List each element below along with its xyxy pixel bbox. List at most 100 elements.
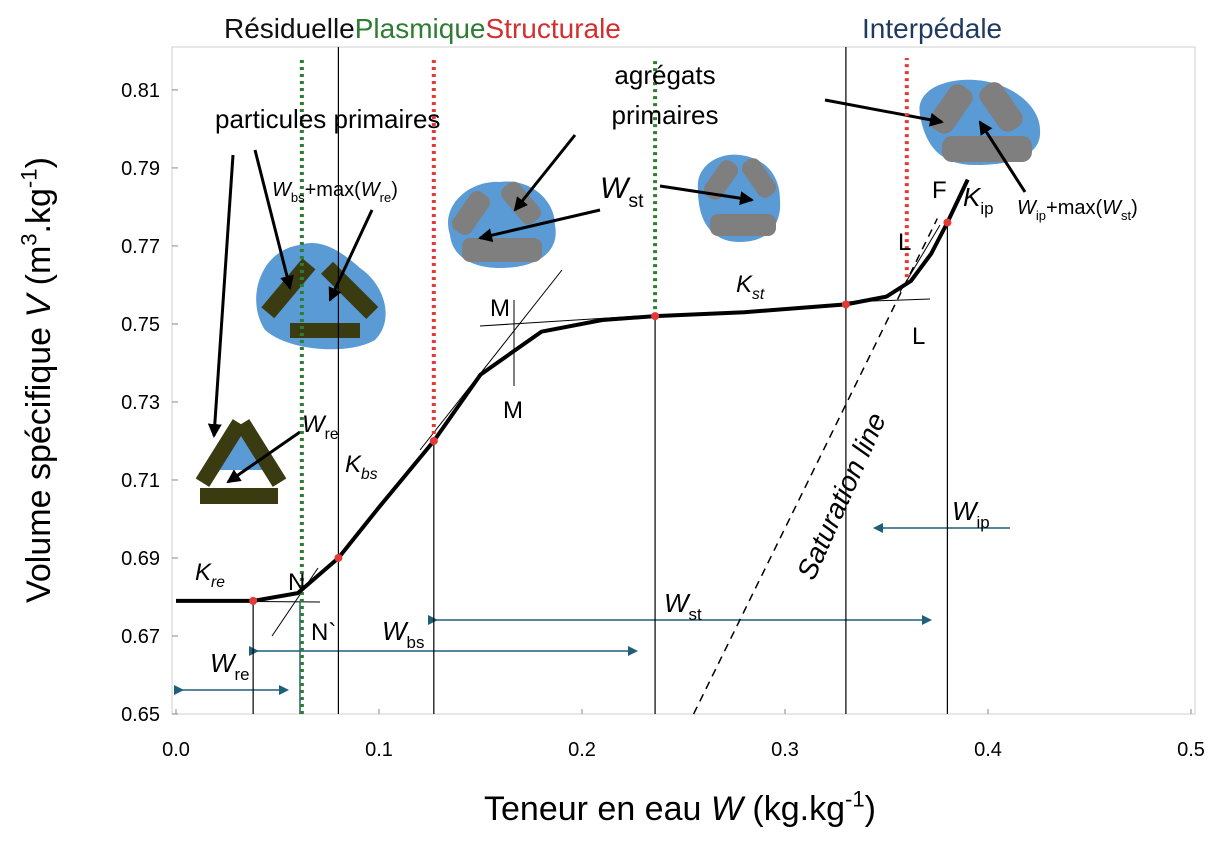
text-part: W (1102, 197, 1123, 219)
text-part: re (325, 426, 339, 443)
text-part: bs (407, 633, 425, 652)
text-part: -1 (845, 786, 865, 811)
text-part: M (490, 295, 510, 322)
y-tick-label: 0.75 (121, 314, 160, 336)
range-arrows (182, 528, 1010, 714)
point (334, 554, 342, 562)
annotation: L (912, 323, 925, 350)
annotation: N` (311, 619, 336, 646)
text-part: st (689, 605, 702, 624)
text-part: W (272, 179, 293, 201)
y-axis-title: Volume spécifique V (m3.kg-1) (16, 157, 58, 603)
text-part: W (711, 790, 746, 828)
text-part: ) (1131, 197, 1138, 219)
text-part: K (195, 559, 212, 586)
annotation: Kre (195, 559, 225, 591)
annotation: Kip (963, 182, 994, 218)
particle (710, 214, 776, 236)
annotation: Wst (600, 172, 644, 212)
point (943, 219, 951, 227)
text-part: L (912, 323, 925, 350)
annotation: M (503, 397, 523, 424)
text-part: (kg.kg (743, 790, 845, 828)
annotation: N (288, 569, 305, 596)
text-part: K (345, 451, 362, 478)
text-part: agrégats (614, 60, 715, 90)
series-line (176, 180, 968, 601)
point (430, 437, 438, 445)
annotation: Wip+max(Wst) (1017, 197, 1138, 223)
y-tick-label: 0.73 (121, 392, 160, 414)
text-part: 3 (16, 233, 41, 245)
zone-label: Plasmique (355, 13, 486, 44)
text-part: K (963, 182, 982, 212)
annotation: Wre (302, 411, 339, 443)
y-tick-label: 0.71 (121, 470, 160, 492)
text-part: M (503, 397, 523, 424)
y-tick-label: 0.79 (121, 158, 160, 180)
text-part: st (752, 286, 765, 303)
text-part: N (288, 569, 305, 596)
zone-label: Résiduelle (224, 13, 355, 44)
text-part: K (736, 271, 753, 298)
text-part: .kg (20, 188, 58, 233)
annotation: Kst (736, 271, 765, 303)
text-part: re (211, 574, 225, 591)
text-part: W (600, 172, 631, 205)
annotation: particules primaires (215, 104, 440, 134)
text-part: W (1017, 197, 1038, 219)
text-part: +max( (1046, 197, 1102, 219)
y-tick-label: 0.69 (121, 548, 160, 570)
text-part: ) (391, 179, 398, 201)
text-part: re (235, 665, 250, 684)
zone-labels: RésiduellePlasmiqueStructurale (224, 13, 621, 44)
annotation: Wbs+max(Wre) (272, 179, 398, 205)
text-part: W (361, 179, 382, 201)
text-part: W (664, 588, 691, 618)
pointer-arrows (214, 100, 1025, 482)
text-part: primaires (612, 100, 719, 130)
x-tick-label: 0.5 (1177, 739, 1205, 761)
series-line (694, 219, 938, 714)
chart: RésiduellePlasmiqueStructurale Interpédal… (0, 0, 1221, 839)
annotation: Wbs (382, 616, 424, 652)
annotation: agrégats (614, 60, 715, 90)
text-part: Teneur en eau (484, 790, 711, 828)
particle (200, 488, 278, 504)
x-tick-label: 0.0 (162, 739, 190, 761)
annotation: L (898, 229, 911, 256)
point (842, 300, 850, 308)
text-part: -1 (16, 168, 41, 188)
particle (462, 238, 542, 262)
annotation: F (932, 177, 947, 204)
text-part: W (210, 648, 237, 678)
annotation: Saturation line (791, 408, 892, 584)
annotation: Kbs (345, 451, 378, 483)
y-tick-label: 0.77 (121, 236, 160, 258)
text-part: (m (20, 246, 58, 295)
annotation: M (490, 295, 510, 322)
text-part: W (382, 616, 409, 646)
text-part: re (380, 190, 392, 205)
text-part: particules primaires (215, 104, 440, 134)
y-tick-label: 0.65 (121, 704, 160, 726)
text-part: L (898, 229, 911, 256)
text-part: ip (977, 513, 990, 532)
text-part: Saturation line (791, 408, 892, 584)
text-part: bs (291, 190, 305, 205)
point (249, 597, 257, 605)
text-part: ) (865, 790, 876, 828)
text-part: bs (361, 466, 378, 483)
annotation: Wip (952, 496, 990, 532)
text-part: F (932, 177, 947, 204)
text-part: +max( (305, 179, 361, 201)
zone-label: Structurale (485, 13, 620, 44)
text-part: st (1121, 208, 1132, 223)
annotation: Teneur en eau W (kg.kg-1) (484, 786, 876, 828)
text-part: ) (20, 157, 58, 168)
text-part: W (952, 496, 979, 526)
arrow (214, 155, 233, 436)
zone-label: Interpédale (862, 13, 1002, 44)
x-tick-label: 0.1 (365, 739, 393, 761)
annotation: Wst (664, 588, 702, 624)
